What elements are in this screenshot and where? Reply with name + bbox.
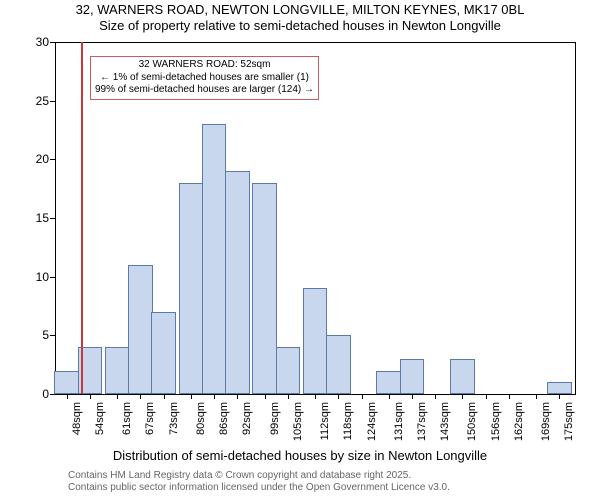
x-tick-label: 131sqm bbox=[393, 402, 405, 441]
x-tick-mark bbox=[265, 394, 266, 399]
x-tick-mark bbox=[559, 394, 560, 399]
x-tick-mark bbox=[435, 394, 436, 399]
x-tick-label: 105sqm bbox=[292, 402, 304, 441]
histogram-bar bbox=[252, 183, 277, 394]
x-tick-label: 61sqm bbox=[121, 402, 133, 435]
x-tick-label: 73sqm bbox=[168, 402, 180, 435]
x-tick-label: 112sqm bbox=[319, 402, 331, 440]
x-tick-label: 86sqm bbox=[218, 402, 230, 435]
x-tick-mark bbox=[389, 394, 390, 399]
x-tick-label: 162sqm bbox=[513, 402, 525, 441]
histogram-bar bbox=[54, 371, 79, 394]
x-tick-mark bbox=[117, 394, 118, 399]
x-tick-label: 175sqm bbox=[563, 402, 575, 441]
x-tick-label: 48sqm bbox=[71, 402, 83, 435]
x-tick-mark bbox=[338, 394, 339, 399]
x-tick-mark bbox=[412, 394, 413, 399]
histogram-bar bbox=[400, 359, 425, 394]
annotation-line-1: 32 WARNERS ROAD: 52sqm bbox=[95, 59, 314, 72]
histogram-bar bbox=[179, 183, 204, 394]
y-tick-mark bbox=[50, 335, 55, 336]
histogram-bar bbox=[225, 171, 250, 394]
y-tick-mark bbox=[50, 42, 55, 43]
x-tick-label: 137sqm bbox=[416, 402, 428, 441]
x-tick-mark bbox=[191, 394, 192, 399]
x-tick-label: 54sqm bbox=[94, 402, 106, 435]
y-tick-label: 15 bbox=[21, 211, 49, 225]
x-tick-mark bbox=[90, 394, 91, 399]
x-tick-mark bbox=[536, 394, 537, 399]
x-tick-label: 92sqm bbox=[241, 402, 253, 435]
x-tick-mark bbox=[67, 394, 68, 399]
x-tick-label: 150sqm bbox=[466, 402, 478, 441]
histogram-bar bbox=[547, 382, 572, 394]
y-tick-mark bbox=[50, 277, 55, 278]
histogram-bar bbox=[450, 359, 475, 394]
histogram-bar bbox=[105, 347, 130, 394]
chart-container: { "title_line1": "32, WARNERS ROAD, NEWT… bbox=[0, 0, 600, 500]
y-tick-label: 25 bbox=[21, 94, 49, 108]
histogram-bar bbox=[303, 288, 328, 394]
y-tick-mark bbox=[50, 394, 55, 395]
y-axis-line bbox=[55, 42, 56, 394]
x-tick-label: 156sqm bbox=[490, 402, 502, 441]
histogram-bar bbox=[151, 312, 176, 394]
x-tick-mark bbox=[509, 394, 510, 399]
title-line-2: Size of property relative to semi-detach… bbox=[0, 18, 600, 34]
annotation-line-2: ← 1% of semi-detached houses are smaller… bbox=[95, 72, 314, 85]
reference-annotation-box: 32 WARNERS ROAD: 52sqm ← 1% of semi-deta… bbox=[90, 56, 319, 100]
histogram-bar bbox=[128, 265, 153, 394]
x-tick-mark bbox=[288, 394, 289, 399]
x-tick-mark bbox=[237, 394, 238, 399]
histogram-bar bbox=[376, 371, 401, 394]
x-tick-label: 169sqm bbox=[540, 402, 552, 441]
y-tick-mark bbox=[50, 101, 55, 102]
histogram-bar bbox=[276, 347, 301, 394]
reference-line bbox=[81, 42, 83, 394]
x-tick-label: 67sqm bbox=[144, 402, 156, 435]
x-axis-label: Distribution of semi-detached houses by … bbox=[0, 448, 600, 463]
histogram-bar bbox=[202, 124, 227, 394]
y-tick-mark bbox=[50, 218, 55, 219]
y-tick-label: 10 bbox=[21, 270, 49, 284]
attribution-line-2: Contains public sector information licen… bbox=[68, 482, 450, 494]
x-tick-mark bbox=[462, 394, 463, 399]
x-tick-mark bbox=[140, 394, 141, 399]
x-tick-mark bbox=[214, 394, 215, 399]
y-tick-mark bbox=[50, 159, 55, 160]
title-line-1: 32, WARNERS ROAD, NEWTON LONGVILLE, MILT… bbox=[0, 2, 600, 18]
x-tick-label: 124sqm bbox=[366, 402, 378, 441]
x-tick-label: 143sqm bbox=[439, 402, 451, 441]
x-tick-label: 80sqm bbox=[195, 402, 207, 435]
y-tick-label: 5 bbox=[21, 328, 49, 342]
x-tick-mark bbox=[362, 394, 363, 399]
y-tick-label: 20 bbox=[21, 152, 49, 166]
attribution-text: Contains HM Land Registry data © Crown c… bbox=[68, 470, 450, 494]
x-tick-mark bbox=[315, 394, 316, 399]
x-tick-mark bbox=[486, 394, 487, 399]
attribution-line-1: Contains HM Land Registry data © Crown c… bbox=[68, 470, 450, 482]
y-tick-label: 0 bbox=[21, 387, 49, 401]
x-tick-mark bbox=[164, 394, 165, 399]
x-tick-label: 118sqm bbox=[342, 402, 354, 440]
y-tick-label: 30 bbox=[21, 35, 49, 49]
chart-title: 32, WARNERS ROAD, NEWTON LONGVILLE, MILT… bbox=[0, 2, 600, 35]
annotation-line-3: 99% of semi-detached houses are larger (… bbox=[95, 84, 314, 97]
x-tick-label: 99sqm bbox=[269, 402, 281, 435]
histogram-bar bbox=[326, 335, 351, 394]
